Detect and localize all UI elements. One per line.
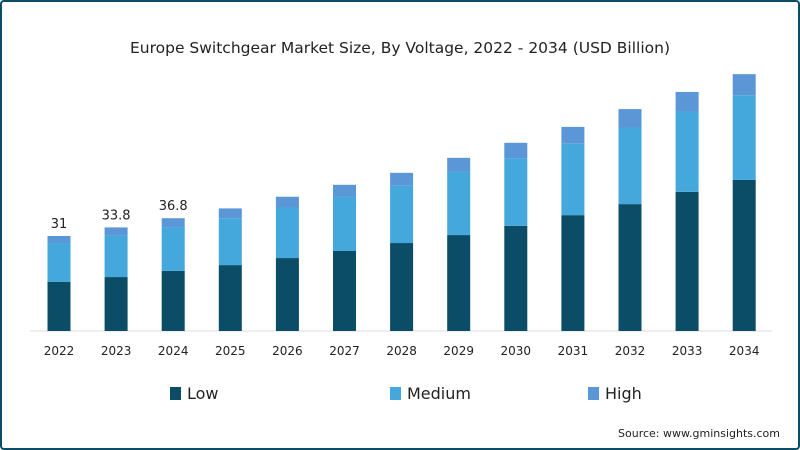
x-tick-label: 2022	[44, 344, 75, 358]
bar-medium-2026	[275, 207, 299, 259]
bar-high-2032	[618, 109, 642, 128]
bar-low-2030	[504, 225, 528, 331]
x-tick-label: 2034	[729, 344, 760, 358]
bar-low-2033	[675, 191, 699, 331]
bar-low-2029	[447, 235, 471, 331]
bar-high-2027	[333, 184, 356, 197]
x-tick-label: 2030	[501, 344, 532, 358]
bar-high-2030	[504, 142, 528, 159]
bar-medium-2022	[47, 243, 71, 282]
bar-high-2025	[218, 208, 242, 219]
bar-high-2024	[161, 218, 185, 228]
x-tick-label: 2031	[558, 344, 589, 358]
bar-medium-2032	[618, 127, 642, 205]
chart-title: Europe Switchgear Market Size, By Voltag…	[130, 39, 670, 57]
bar-medium-2031	[561, 143, 585, 216]
x-tick-label: 2026	[272, 344, 303, 358]
bar-low-2027	[333, 251, 356, 331]
x-tick-label: 2028	[386, 344, 417, 358]
bar-medium-2034	[732, 95, 756, 180]
bar-high-2031	[561, 126, 585, 144]
bar-low-2025	[218, 265, 242, 331]
source-note: Source: www.gminsights.com	[618, 427, 780, 440]
bar-medium-2029	[447, 171, 471, 236]
legend-label-high: High	[605, 384, 642, 403]
bar-low-2028	[390, 243, 414, 331]
x-tick-label: 2027	[329, 344, 360, 358]
bar-high-2029	[447, 157, 471, 172]
legend-label-medium: Medium	[407, 384, 471, 403]
bar-low-2032	[618, 204, 642, 331]
legend-swatch-high	[588, 387, 599, 400]
bar-medium-2033	[675, 111, 699, 192]
bar-high-2023	[104, 227, 128, 236]
bar-high-2028	[390, 172, 414, 186]
bar-high-2033	[675, 91, 699, 112]
bar-low-2034	[732, 179, 756, 331]
legend-swatch-low	[170, 387, 181, 400]
bar-medium-2024	[161, 227, 185, 271]
bar-low-2031	[561, 215, 585, 331]
bar-medium-2028	[390, 185, 414, 244]
data-label: 33.8	[102, 208, 131, 223]
x-tick-label: 2025	[215, 344, 246, 358]
bar-medium-2027	[333, 196, 356, 252]
x-tick-label: 2032	[615, 344, 646, 358]
x-tick-label: 2023	[101, 344, 132, 358]
bar-medium-2030	[504, 158, 528, 226]
bar-low-2024	[161, 270, 185, 331]
bar-low-2023	[104, 277, 128, 331]
data-label: 36.8	[159, 199, 188, 214]
data-label: 31	[51, 217, 68, 232]
legend-label-low: Low	[187, 384, 219, 403]
bar-high-2034	[732, 74, 756, 96]
bar-medium-2025	[218, 218, 242, 266]
bar-medium-2023	[104, 235, 128, 278]
x-tick-label: 2024	[158, 344, 189, 358]
bar-high-2026	[275, 196, 299, 208]
x-tick-label: 2033	[672, 344, 703, 358]
x-tick-label: 2029	[443, 344, 474, 358]
bar-high-2022	[47, 235, 71, 244]
bar-low-2022	[47, 281, 71, 331]
bar-low-2026	[275, 258, 299, 331]
legend-swatch-medium	[390, 387, 401, 400]
